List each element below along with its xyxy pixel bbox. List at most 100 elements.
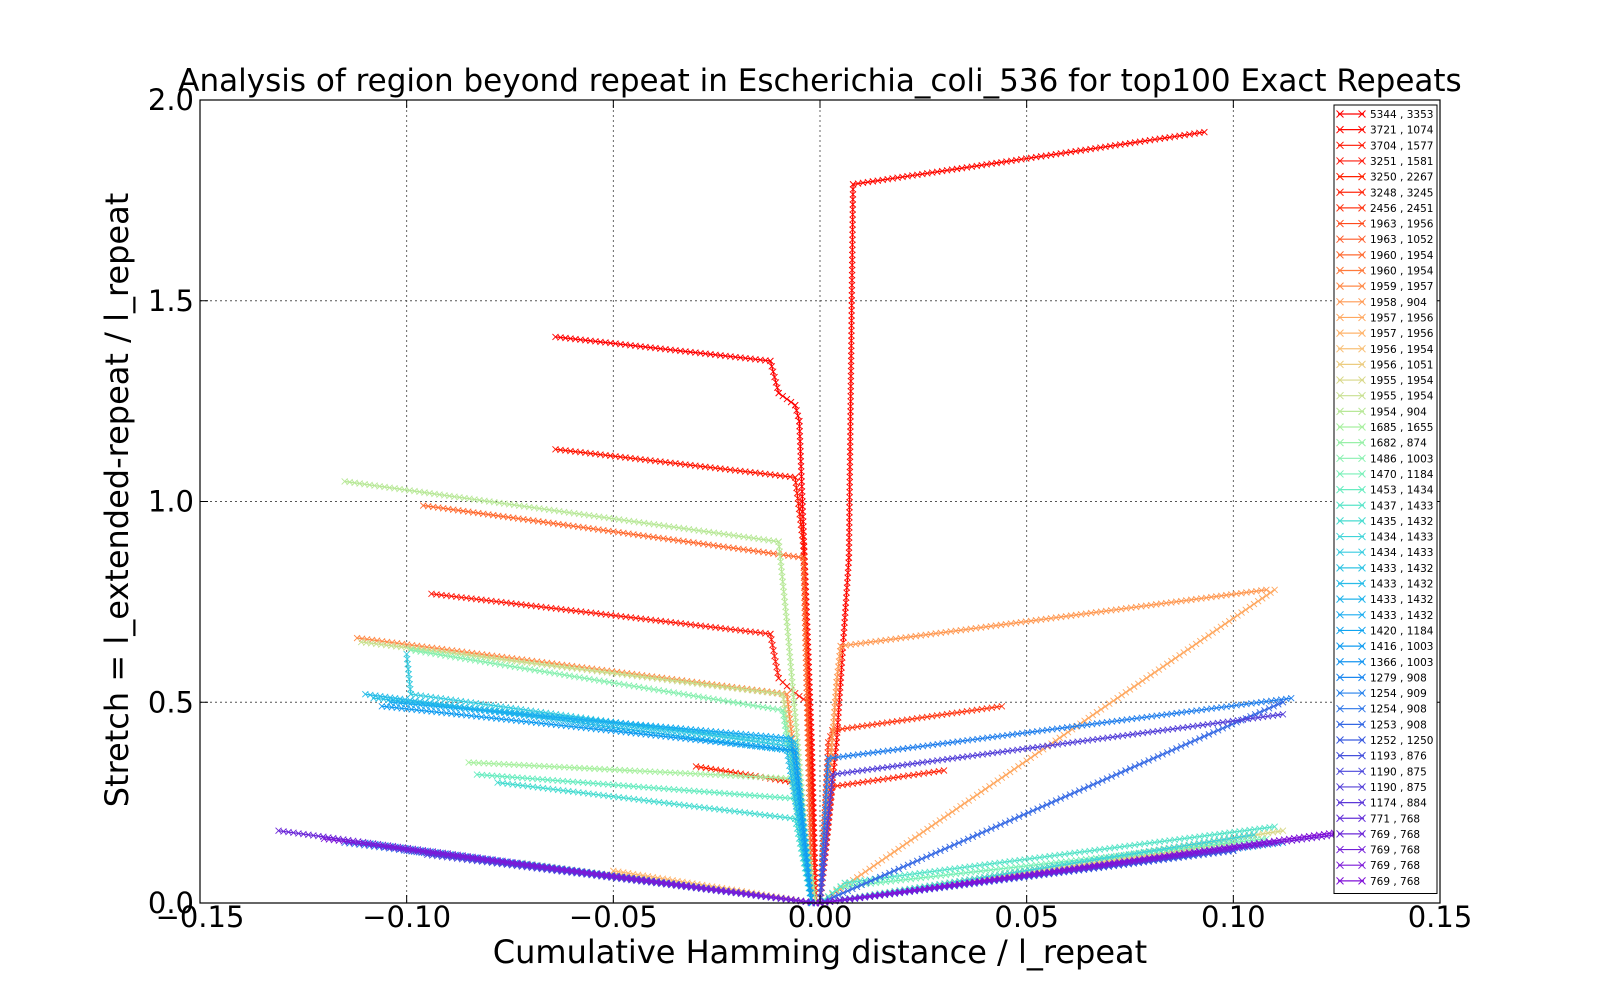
- data-point-marker: [779, 392, 787, 400]
- data-point-marker: [849, 231, 856, 239]
- data-point-marker: [848, 332, 855, 340]
- data-point-marker: [849, 241, 856, 249]
- data-point-marker: [846, 433, 854, 440]
- data-point-marker: [1081, 717, 1088, 725]
- data-point-marker: [847, 397, 854, 405]
- data-point-marker: [848, 292, 856, 299]
- data-point-marker: [809, 834, 817, 842]
- data-point-marker: [802, 639, 809, 647]
- data-point-marker: [994, 777, 1002, 784]
- data-point-marker: [848, 271, 856, 279]
- data-point-marker: [969, 794, 977, 801]
- data-point-marker: [846, 448, 854, 456]
- data-point-marker: [796, 432, 804, 440]
- data-point-marker: [977, 788, 985, 796]
- data-point-marker: [804, 729, 811, 737]
- data-point-marker: [848, 317, 855, 324]
- data-point-marker: [847, 382, 855, 390]
- data-point-marker: [803, 699, 811, 707]
- data-point-marker: [801, 624, 809, 632]
- data-point-marker: [948, 808, 956, 816]
- data-point-marker: [866, 865, 873, 873]
- data-point-marker: [844, 569, 852, 577]
- data-point-marker: [797, 458, 805, 465]
- data-point-marker: [1089, 711, 1097, 719]
- data-point-marker: [845, 559, 852, 567]
- data-point-marker: [772, 379, 780, 386]
- data-point-marker: [803, 704, 811, 712]
- data-point-marker: [796, 692, 803, 700]
- data-point-marker: [802, 649, 810, 657]
- data-point-marker: [848, 281, 856, 289]
- data-point-marker: [844, 574, 851, 581]
- data-point-marker: [849, 246, 856, 254]
- data-point-marker: [800, 579, 808, 587]
- data-point-marker: [798, 488, 806, 495]
- data-point-marker: [847, 387, 855, 395]
- data-point-marker: [899, 842, 906, 850]
- data-point-marker: [796, 422, 803, 430]
- data-point-marker: [1019, 760, 1026, 767]
- data-point-marker: [828, 739, 836, 746]
- data-point-marker: [802, 659, 810, 667]
- data-point-marker: [1126, 686, 1134, 693]
- data-point-marker: [849, 211, 857, 218]
- data-point-marker: [805, 759, 812, 767]
- data-point-marker: [806, 809, 813, 817]
- data-point-marker: [1209, 629, 1216, 636]
- data-point-marker: [827, 749, 835, 756]
- data-point-marker: [1052, 737, 1059, 745]
- data-point-marker: [840, 624, 848, 631]
- series-line: [320, 835, 820, 907]
- data-point-marker: [1242, 606, 1250, 614]
- data-point-marker: [767, 630, 774, 638]
- data-point-marker: [920, 828, 927, 836]
- data-point-marker: [847, 347, 855, 355]
- data-point-marker: [796, 442, 804, 450]
- data-point-marker: [891, 848, 898, 856]
- data-point-marker: [849, 226, 856, 234]
- data-point-marker: [848, 261, 856, 269]
- data-point-marker: [936, 817, 944, 824]
- data-point-marker: [803, 694, 811, 702]
- data-point-marker: [849, 236, 856, 244]
- data-point-marker: [1118, 691, 1126, 699]
- data-point-marker: [1230, 614, 1237, 622]
- data-point-marker: [848, 337, 855, 345]
- data-point-marker: [1027, 754, 1035, 762]
- data-point-marker: [1234, 612, 1241, 619]
- data-point-marker: [794, 412, 802, 420]
- data-point-marker: [842, 604, 849, 611]
- data-point-marker: [1168, 657, 1175, 665]
- data-point-marker: [843, 584, 851, 591]
- data-point-marker: [830, 719, 837, 726]
- data-point-marker: [841, 609, 849, 616]
- data-point-marker: [803, 714, 811, 722]
- data-point-marker: [847, 372, 855, 380]
- data-point-marker: [1263, 592, 1270, 599]
- data-point-marker: [847, 403, 854, 410]
- data-point-marker: [1246, 603, 1254, 611]
- data-point-marker: [1056, 734, 1064, 742]
- data-point-marker: [799, 503, 806, 510]
- data-point-marker: [840, 629, 848, 636]
- data-point-marker: [798, 493, 806, 500]
- data-point-marker: [870, 862, 878, 870]
- data-point-marker: [924, 825, 931, 833]
- series-path: [406, 654, 813, 904]
- data-point-marker: [846, 503, 853, 511]
- data-point-marker: [874, 859, 882, 867]
- data-point-marker: [801, 614, 809, 622]
- data-point-marker: [849, 201, 857, 208]
- data-point-marker: [965, 797, 973, 804]
- data-point-marker: [848, 302, 856, 309]
- data-point-marker: [1263, 586, 1270, 594]
- data-point-marker: [858, 871, 865, 878]
- data-point-marker: [805, 774, 813, 782]
- data-point-marker: [845, 529, 853, 536]
- data-point-marker: [840, 634, 847, 641]
- data-point-marker: [803, 674, 810, 682]
- data-point-marker: [907, 837, 915, 844]
- data-point-marker: [843, 589, 850, 596]
- data-point-marker: [846, 493, 853, 501]
